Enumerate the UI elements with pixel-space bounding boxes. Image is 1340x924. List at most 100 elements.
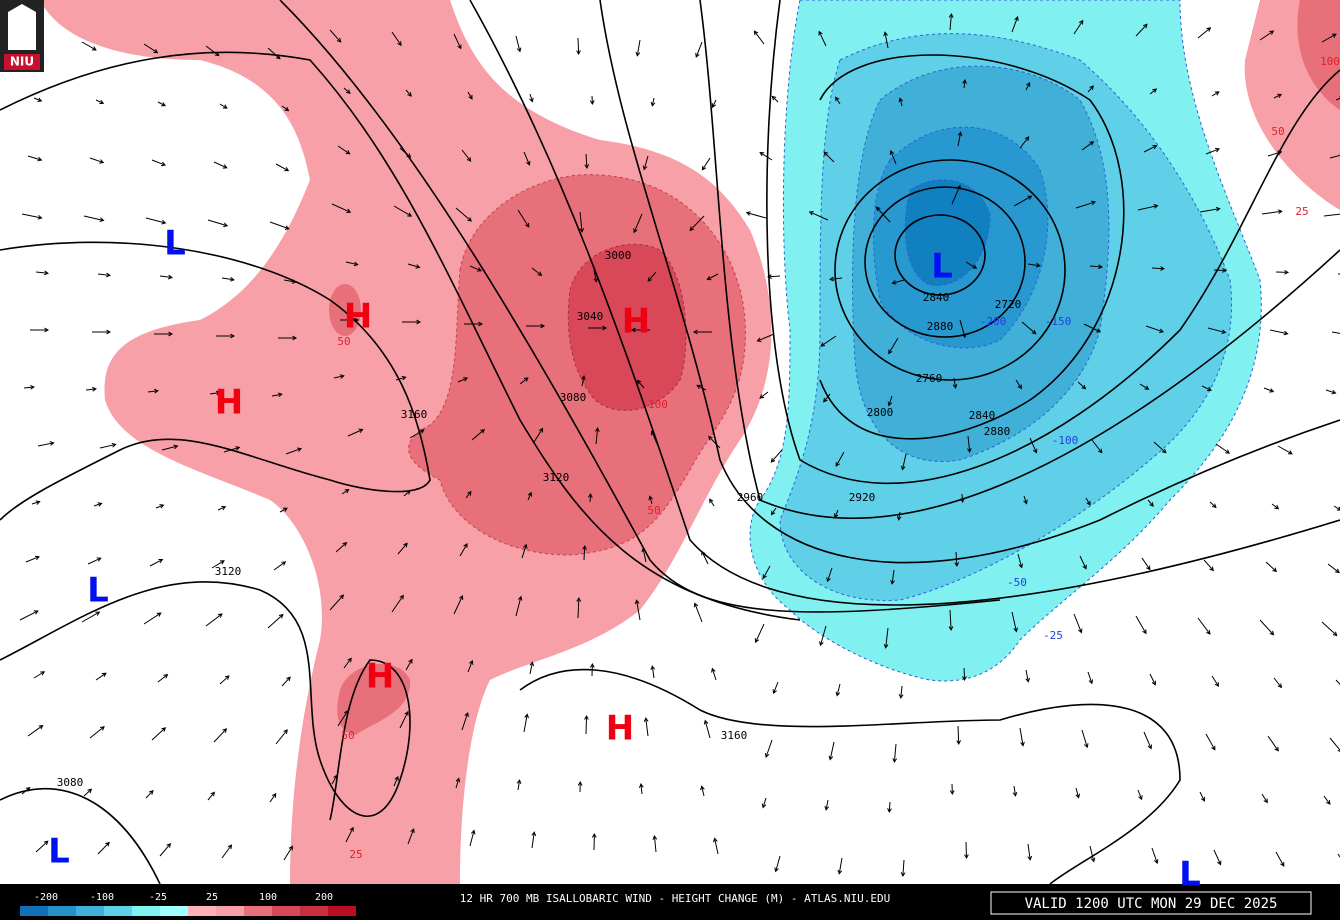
wind-arrow	[1025, 669, 1030, 683]
contour-label: 2840	[923, 291, 950, 304]
wind-arrow	[1275, 269, 1290, 275]
legend-label: 100	[259, 892, 277, 903]
contour-label: 2920	[849, 491, 876, 504]
valid-time: VALID 1200 UTC MON 29 DEC 2025	[1025, 896, 1278, 912]
wind-arrow	[221, 844, 233, 859]
wind-arrow	[159, 274, 173, 280]
wind-arrow	[808, 211, 829, 221]
wind-arrow	[1265, 561, 1278, 573]
wind-arrow	[207, 219, 229, 228]
pressure-center: L	[87, 571, 109, 611]
wind-arrow	[948, 609, 954, 632]
wind-arrow	[143, 43, 159, 54]
wind-arrow	[341, 488, 350, 495]
wind-arrow	[957, 131, 963, 147]
wind-arrow	[1211, 91, 1220, 97]
wind-arrow	[1013, 195, 1033, 207]
valid-time-box	[990, 891, 1312, 915]
wind-arrow	[960, 493, 965, 504]
wind-arrow	[1137, 204, 1159, 211]
wind-arrow	[27, 724, 44, 737]
wind-arrow	[337, 145, 351, 155]
wind-arrow	[759, 152, 773, 161]
wind-arrow	[154, 331, 174, 337]
wind-arrow	[23, 384, 35, 390]
wind-arrow	[395, 375, 407, 381]
wind-arrow	[593, 269, 599, 283]
contour-label: 3040	[577, 310, 604, 323]
wind-arrow	[1081, 141, 1095, 151]
legend-swatch	[216, 906, 244, 916]
wind-arrow	[81, 41, 97, 51]
wind-arrow	[461, 149, 472, 162]
wind-arrow	[1085, 497, 1091, 506]
wind-arrow	[402, 319, 422, 325]
wind-arrow	[898, 685, 904, 699]
contour-label: 3080	[560, 391, 587, 404]
wind-arrow	[464, 321, 484, 327]
wind-arrow	[213, 161, 228, 169]
wind-arrow	[159, 843, 172, 857]
wind-arrow	[205, 613, 223, 627]
wind-arrow	[1017, 553, 1024, 569]
wind-arrow	[962, 79, 967, 89]
wind-arrow	[1143, 145, 1158, 153]
wind-arrow	[579, 211, 585, 233]
wind-arrow	[892, 743, 898, 763]
wind-arrow	[900, 859, 906, 878]
wind-arrow	[1205, 733, 1216, 751]
wind-arrow	[1135, 23, 1148, 37]
wind-arrow	[1139, 383, 1150, 390]
wind-arrow	[83, 215, 105, 223]
pressure-center: L	[931, 247, 953, 287]
wind-arrow	[531, 831, 537, 849]
wind-arrow	[527, 491, 533, 501]
wind-arrow	[693, 602, 703, 623]
wind-arrow	[1143, 731, 1153, 750]
wind-arrow	[517, 209, 530, 228]
wind-arrow	[453, 33, 462, 50]
wind-arrow	[1271, 503, 1280, 510]
wind-arrow	[515, 595, 523, 617]
wind-arrow	[1211, 675, 1220, 687]
wind-arrow	[216, 333, 236, 339]
wind-arrow	[457, 377, 469, 383]
wind-arrow	[820, 335, 837, 347]
wind-arrow	[151, 159, 167, 167]
wind-arrow	[887, 395, 893, 407]
wind-arrow	[1215, 443, 1230, 454]
wind-arrow	[594, 427, 600, 445]
wind-arrow	[1145, 325, 1165, 333]
wind-arrow	[1197, 27, 1212, 39]
wind-arrow	[634, 599, 641, 621]
wind-arrow	[151, 727, 167, 741]
wind-arrow	[213, 728, 228, 743]
wind-arrow	[1263, 387, 1275, 393]
height-change-label: -200	[980, 315, 1007, 328]
wind-arrow	[959, 319, 967, 339]
wind-arrow	[521, 543, 528, 559]
wind-arrow	[35, 840, 49, 853]
wind-arrow	[97, 272, 111, 278]
wind-arrow	[889, 150, 897, 165]
pressure-center: L	[164, 224, 186, 264]
wind-arrow	[711, 99, 717, 109]
wind-arrow	[340, 317, 360, 323]
wind-arrow	[692, 329, 712, 335]
wind-arrow	[837, 857, 843, 875]
wind-arrow	[1141, 557, 1151, 571]
wind-arrow	[1209, 501, 1217, 509]
pressure-center: H	[344, 297, 372, 337]
wind-arrow	[531, 267, 543, 277]
wind-arrow	[407, 263, 421, 269]
wind-arrow	[1011, 611, 1019, 633]
wind-arrow	[331, 774, 338, 785]
wind-arrow	[965, 261, 978, 269]
isallobaric-wind-arrows	[19, 13, 1340, 878]
height-change-label: 25	[1295, 205, 1308, 218]
wind-arrow	[157, 101, 167, 107]
wind-arrow	[1205, 147, 1221, 155]
wind-arrow	[471, 428, 485, 441]
wind-arrow	[155, 504, 165, 509]
wind-arrow	[1019, 136, 1030, 149]
